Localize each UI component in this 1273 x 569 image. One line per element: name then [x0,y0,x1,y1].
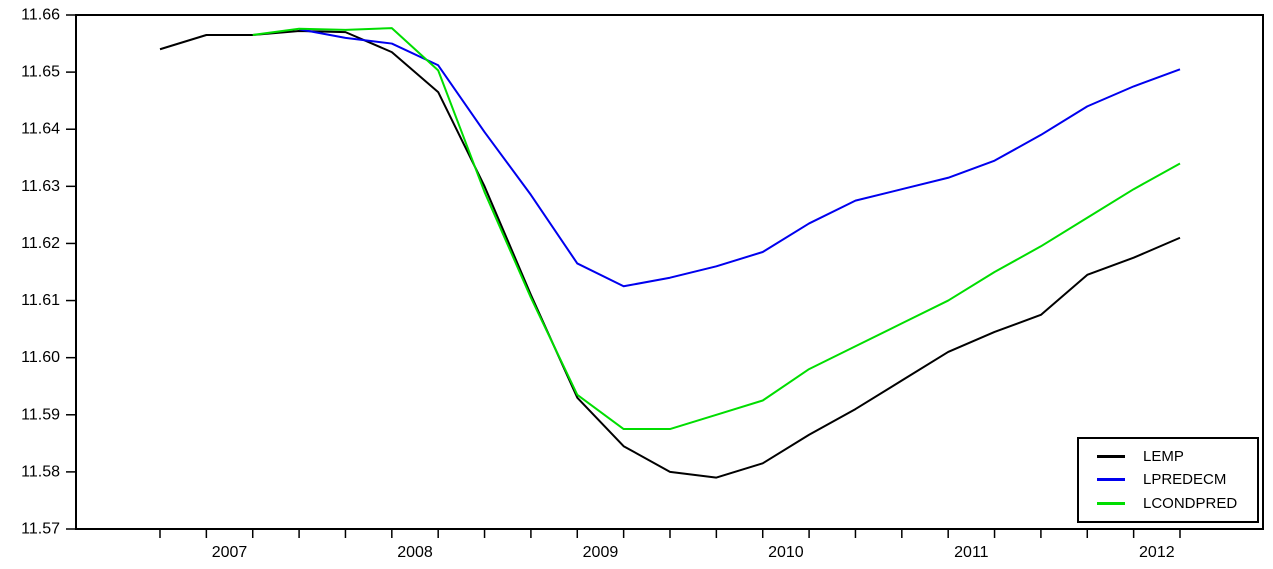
legend-item-lemp: LEMP [1097,447,1257,467]
series-line-lemp [159,29,1181,479]
y-tick-label: 11.57 [21,521,60,538]
y-tick-label: 11.59 [21,406,60,423]
y-tick-label: 11.60 [21,349,60,366]
legend-item-lcondpred: LCONDPRED [1097,493,1257,513]
x-year-label: 2010 [768,544,804,561]
legend-item-lpredecm: LPREDECM [1097,470,1257,490]
legend-label-lpredecm: LPREDECM [1143,471,1227,489]
y-tick-label: 11.61 [21,292,60,309]
lpredecm-line-swatch [1097,478,1125,482]
y-tick-label: 11.58 [21,463,60,480]
x-year-label: 2011 [954,544,989,561]
x-year-label: 2012 [1139,544,1175,561]
y-tick-label: 11.63 [21,178,60,195]
y-tick-label: 11.65 [21,64,60,81]
series-line-lcondpred [252,27,1181,431]
y-tick-label: 11.66 [21,7,60,24]
x-year-label: 2009 [583,544,619,561]
lcondpred-line-swatch [1097,501,1125,505]
legend: LEMP LPREDECM LCONDPRED [1077,437,1259,523]
legend-label-lemp: LEMP [1143,448,1184,466]
series-line-lpredecm [298,28,1181,288]
legend-label-lcondpred: LCONDPRED [1143,494,1238,512]
x-year-label: 2007 [212,544,248,561]
x-year-label: 2008 [397,544,433,561]
lemp-line-swatch [1097,455,1125,459]
y-tick-label: 11.62 [21,235,60,252]
y-tick-label: 11.64 [21,121,60,138]
